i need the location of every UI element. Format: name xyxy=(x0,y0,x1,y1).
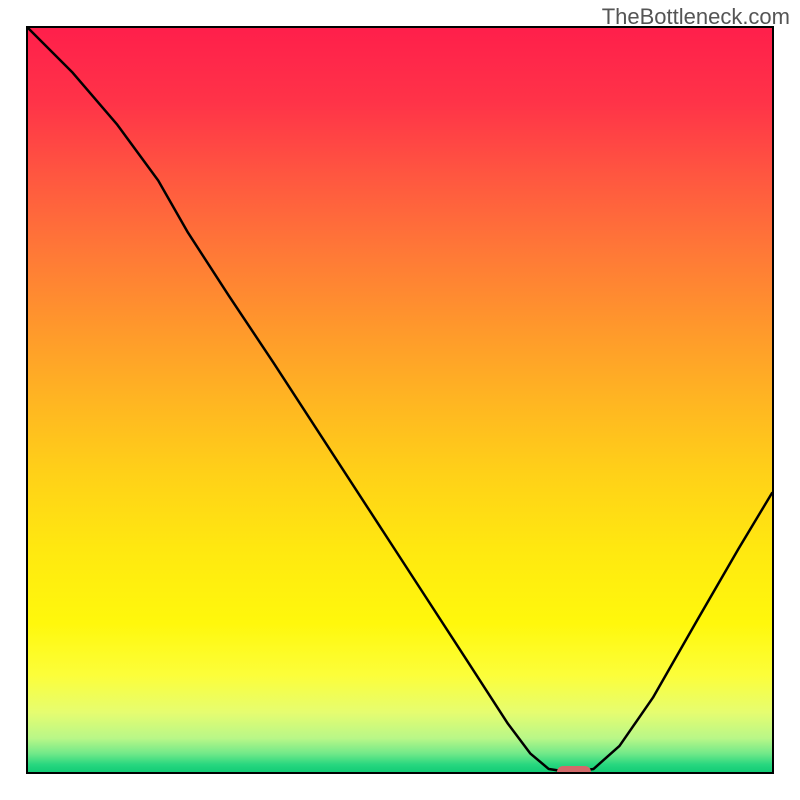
plot-area xyxy=(26,26,774,774)
optimum-marker xyxy=(557,766,591,774)
watermark-text: TheBottleneck.com xyxy=(602,4,790,30)
curve-line xyxy=(28,28,772,772)
chart-container: TheBottleneck.com xyxy=(0,0,800,800)
